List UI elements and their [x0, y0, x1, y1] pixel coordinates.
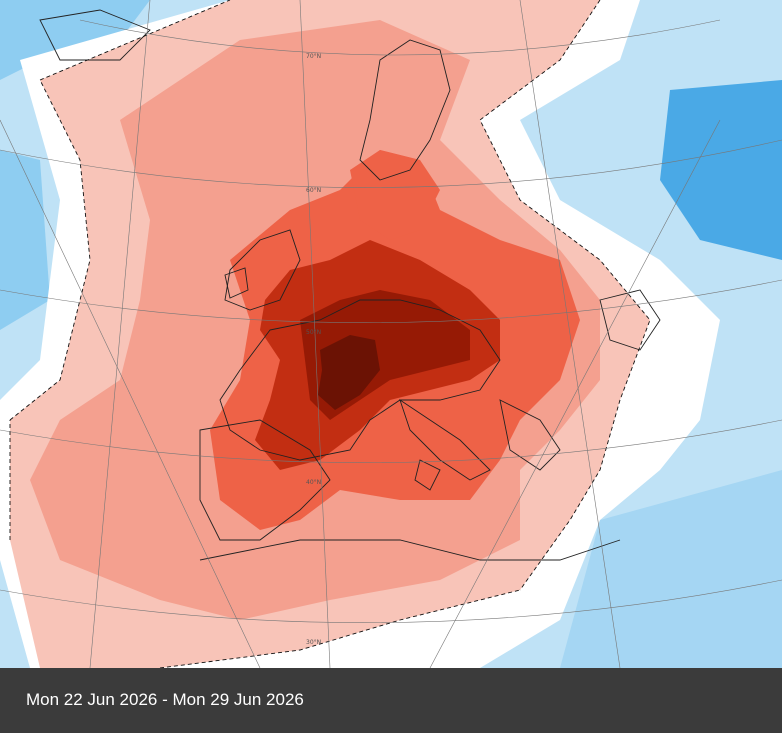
lat-label-60: 60°N [306, 187, 321, 194]
cool-anomaly-southeast [560, 470, 782, 668]
extreme-anomaly [318, 335, 380, 410]
forecast-map: 70°N 60°N 50°N 40°N 30°N [0, 0, 782, 668]
anomaly-map-svg: 70°N 60°N 50°N 40°N 30°N [0, 0, 782, 668]
date-range-caption: Mon 22 Jun 2026 - Mon 29 Jun 2026 [26, 690, 304, 709]
lat-label-50: 50°N [306, 329, 321, 336]
coastlines [39, 9, 661, 561]
lat-label-40: 40°N [306, 479, 321, 486]
cool-anomaly-atlantic [0, 150, 50, 330]
cool-anomaly-east [660, 80, 782, 260]
graticule [0, 0, 782, 668]
lat-label-30: 30°N [306, 639, 321, 646]
anomaly-contours [9, 0, 651, 668]
caption-bar: Mon 22 Jun 2026 - Mon 29 Jun 2026 [0, 668, 782, 733]
lat-label-70: 70°N [306, 53, 321, 60]
